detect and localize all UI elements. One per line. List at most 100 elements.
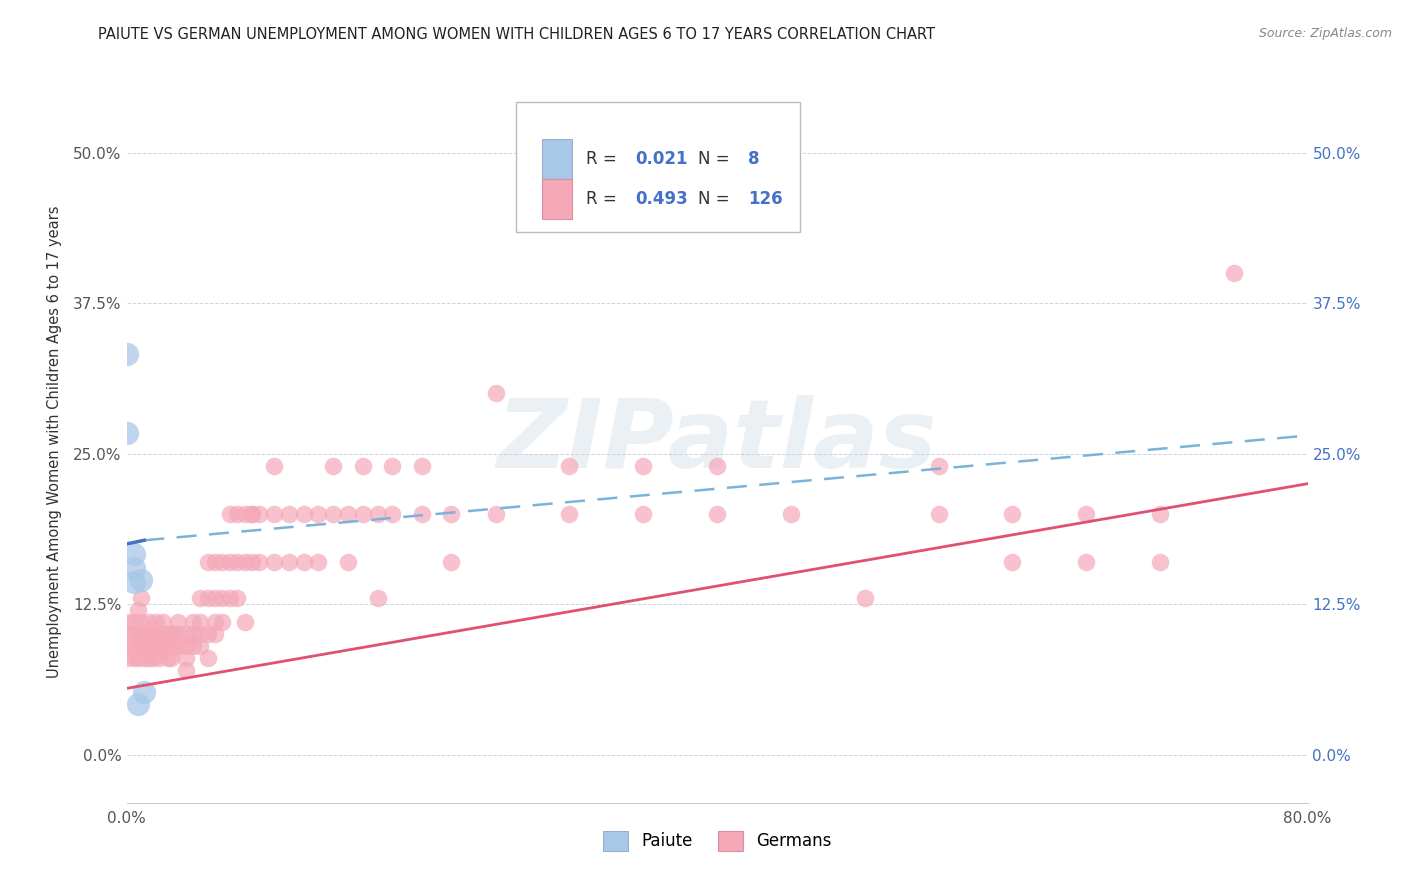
Point	[148, 651, 170, 665]
Point	[706, 507, 728, 521]
Point	[263, 507, 285, 521]
Point	[115, 651, 138, 665]
Point	[167, 615, 190, 630]
Point	[174, 639, 197, 653]
Point	[204, 555, 226, 569]
Point	[249, 555, 271, 569]
Point	[145, 615, 167, 630]
Point	[138, 651, 160, 665]
Point	[174, 651, 197, 665]
Point	[138, 627, 160, 641]
Legend: Paiute, Germans: Paiute, Germans	[595, 822, 839, 860]
Point	[219, 507, 242, 521]
Point	[115, 639, 138, 653]
Text: Source: ZipAtlas.com: Source: ZipAtlas.com	[1258, 27, 1392, 40]
Point	[152, 639, 174, 653]
Point	[174, 664, 197, 678]
Text: N =: N =	[699, 190, 735, 209]
Point	[167, 627, 190, 641]
Point	[129, 627, 153, 641]
Point	[127, 627, 149, 641]
Point	[440, 507, 463, 521]
Point	[249, 507, 271, 521]
Point	[219, 555, 242, 569]
Text: R =: R =	[586, 150, 621, 168]
Point	[211, 615, 233, 630]
Point	[160, 627, 183, 641]
Point	[156, 651, 179, 665]
Point	[163, 639, 186, 653]
FancyBboxPatch shape	[516, 102, 800, 232]
Point	[134, 627, 156, 641]
Point	[780, 507, 803, 521]
Point	[127, 651, 149, 665]
Point	[381, 507, 404, 521]
Text: N =: N =	[699, 150, 735, 168]
Point	[219, 591, 242, 606]
Point	[197, 591, 219, 606]
Text: ZIPatlas: ZIPatlas	[496, 395, 938, 488]
Point	[278, 507, 301, 521]
Point	[233, 507, 256, 521]
Point	[156, 627, 179, 641]
Point	[122, 615, 145, 630]
Point	[142, 627, 165, 641]
Point	[240, 507, 263, 521]
Point	[197, 555, 219, 569]
Point	[122, 561, 145, 575]
Point	[558, 458, 581, 473]
Point	[188, 591, 212, 606]
Point	[367, 507, 389, 521]
Point	[337, 555, 360, 569]
Point	[142, 639, 165, 653]
Bar	[543, 179, 572, 219]
Point	[181, 639, 204, 653]
Point	[928, 458, 950, 473]
Point	[367, 591, 389, 606]
Point	[127, 639, 149, 653]
Point	[352, 507, 374, 521]
Point	[928, 507, 950, 521]
Point	[1223, 266, 1246, 280]
Point	[1076, 507, 1098, 521]
Point	[1076, 555, 1098, 569]
Point	[122, 575, 145, 590]
Point	[142, 651, 165, 665]
Point	[134, 685, 156, 699]
Point	[160, 651, 183, 665]
Point	[134, 639, 156, 653]
Point	[308, 507, 330, 521]
Point	[211, 591, 233, 606]
Point	[145, 639, 167, 653]
Point	[174, 627, 197, 641]
Point	[322, 458, 344, 473]
Point	[337, 507, 360, 521]
Point	[167, 639, 190, 653]
Point	[204, 627, 226, 641]
Point	[352, 458, 374, 473]
Point	[152, 627, 174, 641]
Point	[145, 627, 167, 641]
Point	[1001, 555, 1024, 569]
Point	[197, 627, 219, 641]
Point	[226, 591, 249, 606]
Point	[1001, 507, 1024, 521]
Point	[278, 555, 301, 569]
Point	[226, 507, 249, 521]
Point	[134, 651, 156, 665]
Point	[115, 426, 138, 441]
Point	[188, 627, 212, 641]
Point	[138, 615, 160, 630]
Point	[381, 458, 404, 473]
Point	[138, 639, 160, 653]
Point	[240, 555, 263, 569]
Point	[411, 507, 433, 521]
Bar	[543, 139, 572, 178]
Point	[233, 615, 256, 630]
Point	[263, 458, 285, 473]
Point	[211, 555, 233, 569]
Point	[204, 615, 226, 630]
Point	[122, 627, 145, 641]
Point	[115, 627, 138, 641]
Point	[148, 627, 170, 641]
